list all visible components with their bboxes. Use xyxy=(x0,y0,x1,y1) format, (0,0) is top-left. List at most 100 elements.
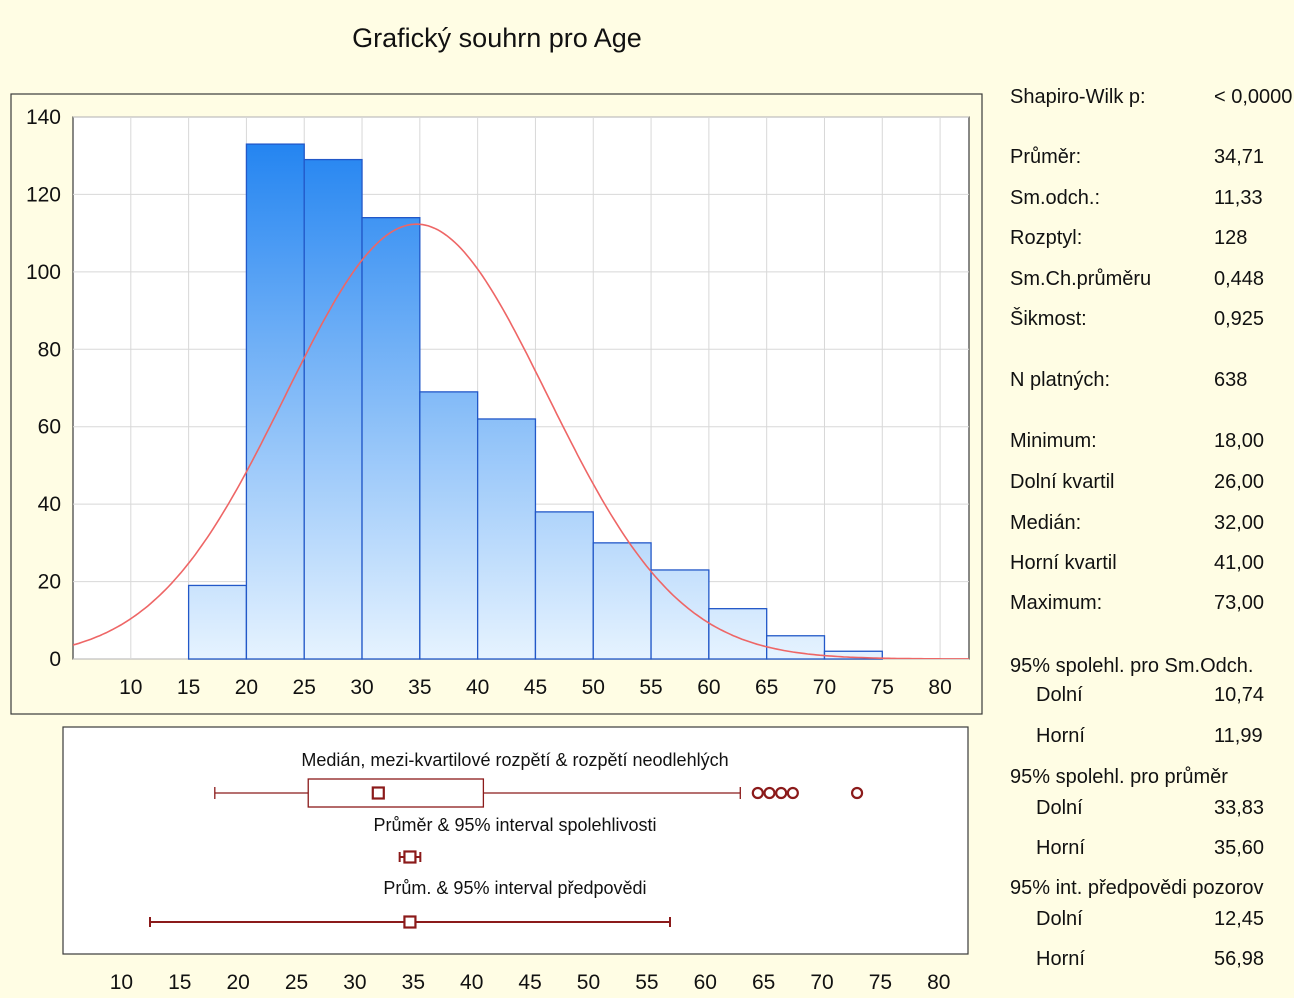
stat-value: 11,99 xyxy=(1214,725,1263,747)
boxplot-x-axis: 10 15 20 25 30 35 40 45 50 55 60 65 70 75 80 xyxy=(110,971,951,994)
stat-label: Dolní xyxy=(1036,684,1083,706)
x-tick-label: 15 xyxy=(177,676,200,699)
stat-value: 73,00 xyxy=(1214,592,1265,614)
row-label: Medián, mezi-kvartilové rozpětí & rozpět… xyxy=(301,750,728,770)
stat-value: 32,00 xyxy=(1214,512,1265,534)
stat-label: Shapiro-Wilk p: xyxy=(1010,86,1146,108)
histogram-bar xyxy=(187,584,248,660)
x-tick-label: 10 xyxy=(110,971,133,994)
stat-value: 0,448 xyxy=(1214,268,1265,290)
histogram-bar xyxy=(245,143,305,660)
x-tick-label: 55 xyxy=(635,971,658,994)
stat-label: Minimum: xyxy=(1010,430,1097,452)
x-tick-label: 15 xyxy=(168,971,191,994)
stat-value: 0,925 xyxy=(1214,308,1265,330)
stat-label: Sm.odch.: xyxy=(1010,187,1101,209)
iqr-box xyxy=(307,778,485,808)
x-tick-label: 80 xyxy=(928,676,951,699)
normal-curve xyxy=(73,223,969,659)
histogram-bar xyxy=(708,608,768,660)
x-tick-label: 65 xyxy=(755,676,778,699)
stat-group-header: 95% spolehl. pro průměr xyxy=(1010,766,1228,788)
stat-label: Sm.Ch.průměru xyxy=(1010,268,1152,290)
x-tick-label: 40 xyxy=(460,971,483,994)
x-tick-label: 35 xyxy=(402,971,425,994)
descriptive-stats-panel: Shapiro-Wilk p: < 0,0000 Průměr: 34,71 S… xyxy=(1010,0,1294,998)
stat-label: Horní xyxy=(1036,948,1085,970)
x-tick-label: 40 xyxy=(466,676,489,699)
x-tick-label: 55 xyxy=(639,676,662,699)
histogram-bar xyxy=(361,217,421,660)
boxplot-plot-area xyxy=(62,726,969,955)
y-tick-label: 20 xyxy=(38,571,61,594)
y-tick-label: 0 xyxy=(49,648,61,671)
histogram-bar xyxy=(303,158,363,660)
stat-group-header: 95% int. předpovědi pozorov xyxy=(1010,877,1264,899)
y-tick-label: 140 xyxy=(26,106,61,129)
stat-value: 35,60 xyxy=(1214,837,1265,859)
x-tick-label: 75 xyxy=(869,971,892,994)
stat-label: Dolní kvartil xyxy=(1010,471,1115,493)
x-tick-label: 25 xyxy=(293,676,316,699)
x-tick-label: 70 xyxy=(813,676,836,699)
median-marker xyxy=(371,786,385,800)
histogram-panel xyxy=(10,93,983,715)
x-tick-label: 45 xyxy=(524,676,547,699)
mean-marker xyxy=(403,915,417,929)
x-tick-label: 20 xyxy=(226,971,249,994)
x-tick-label: 10 xyxy=(119,676,142,699)
stat-value: < 0,0000 xyxy=(1214,86,1293,108)
y-tick-label: 80 xyxy=(38,338,61,361)
y-tick-label: 120 xyxy=(26,183,61,206)
x-tick-label: 75 xyxy=(871,676,894,699)
normal-curve-line xyxy=(73,223,969,659)
x-tick-label: 30 xyxy=(343,971,366,994)
x-tick-label: 25 xyxy=(285,971,308,994)
x-tick-label: 80 xyxy=(927,971,950,994)
stat-value: 26,00 xyxy=(1214,471,1265,493)
y-tick-label: 40 xyxy=(38,493,61,516)
stat-value: 12,45 xyxy=(1214,908,1265,930)
x-tick-label: 50 xyxy=(577,971,600,994)
histogram-bar xyxy=(476,418,537,660)
stat-label: Šikmost: xyxy=(1010,308,1087,330)
stat-label: Rozptyl: xyxy=(1010,227,1083,249)
outlier-point xyxy=(751,786,764,800)
x-tick-label: 35 xyxy=(408,676,431,699)
row-label: Průměr & 95% interval spolehlivosti xyxy=(373,815,656,835)
chart-title: Grafický souhrn pro Age xyxy=(352,23,642,53)
x-tick-label: 70 xyxy=(810,971,833,994)
histogram-x-axis: 10 15 20 25 30 35 40 45 50 55 60 65 70 75 80 xyxy=(119,676,952,699)
stat-label: Horní kvartil xyxy=(1010,552,1117,574)
stat-label: Maximum: xyxy=(1010,592,1103,614)
x-tick-label: 60 xyxy=(694,971,717,994)
stat-value: 56,98 xyxy=(1214,948,1265,970)
histogram-bars xyxy=(187,143,883,660)
stat-value: 33,83 xyxy=(1214,797,1265,819)
histogram-bar xyxy=(534,511,594,660)
stat-group-header: 95% spolehl. pro Sm.Odch. xyxy=(1010,655,1254,677)
stat-label: Průměr: xyxy=(1010,146,1082,168)
stat-label: Horní xyxy=(1036,837,1085,859)
x-tick-label: 20 xyxy=(235,676,258,699)
stat-value: 638 xyxy=(1214,369,1248,391)
row-label: Prům. & 95% interval předpovědi xyxy=(383,878,646,898)
y-tick-label: 60 xyxy=(38,416,61,439)
stat-value: 128 xyxy=(1214,227,1248,249)
stat-label: Horní xyxy=(1036,725,1085,747)
histogram-y-axis: 0 20 40 60 80 100 120 140 xyxy=(26,106,61,671)
stat-value: 34,71 xyxy=(1214,146,1265,168)
mean-marker xyxy=(403,850,417,864)
stat-value: 18,00 xyxy=(1214,430,1265,452)
histogram-bar xyxy=(419,391,479,660)
outlier-point xyxy=(850,786,864,800)
y-tick-label: 100 xyxy=(26,261,61,284)
x-tick-label: 50 xyxy=(582,676,605,699)
histogram-bar xyxy=(592,542,652,660)
stat-value: 10,74 xyxy=(1214,684,1265,706)
x-tick-label: 45 xyxy=(518,971,541,994)
stat-label: N platných: xyxy=(1010,369,1111,391)
outlier-point xyxy=(763,786,776,800)
x-tick-label: 30 xyxy=(350,676,373,699)
